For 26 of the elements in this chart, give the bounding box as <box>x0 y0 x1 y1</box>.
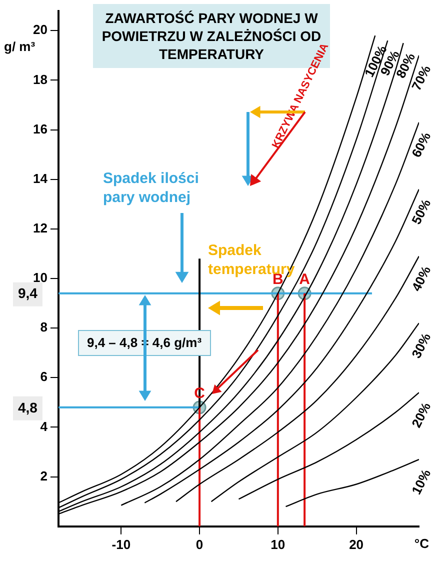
annotation: A <box>299 271 310 288</box>
y-tick-label: 16 <box>32 121 48 136</box>
y-tick-label: 14 <box>32 170 48 186</box>
text: 30% <box>408 330 433 361</box>
text: 40% <box>408 263 433 294</box>
y-tick-label: 20 <box>32 22 48 38</box>
y-tick-label: 2 <box>40 468 48 484</box>
text: 10% <box>408 466 433 497</box>
x-tick-label: -10 <box>112 536 131 552</box>
y-tick-label: 8 <box>40 320 48 335</box>
x-tick-label: 0 <box>196 536 204 552</box>
annotation: 4,8 <box>18 399 38 416</box>
y-tick-label: 18 <box>32 72 48 87</box>
y-axis-title: g/ m³ <box>4 38 36 54</box>
y-tick-label: 4 <box>40 418 48 434</box>
y-tick-label: 12 <box>32 220 48 236</box>
text: 50% <box>408 196 433 227</box>
y-tick-label: 10 <box>32 270 48 286</box>
text: 20% <box>408 400 433 430</box>
x-axis-title: °C <box>414 536 430 552</box>
x-tick-label: 20 <box>349 536 364 552</box>
x-tick-label: 10 <box>270 536 286 552</box>
annotation: 9,4 <box>18 285 38 302</box>
text: 60% <box>408 129 433 160</box>
annotation: Spadek ilości pary wodnej <box>103 170 200 208</box>
y-tick-label: 6 <box>40 369 48 384</box>
